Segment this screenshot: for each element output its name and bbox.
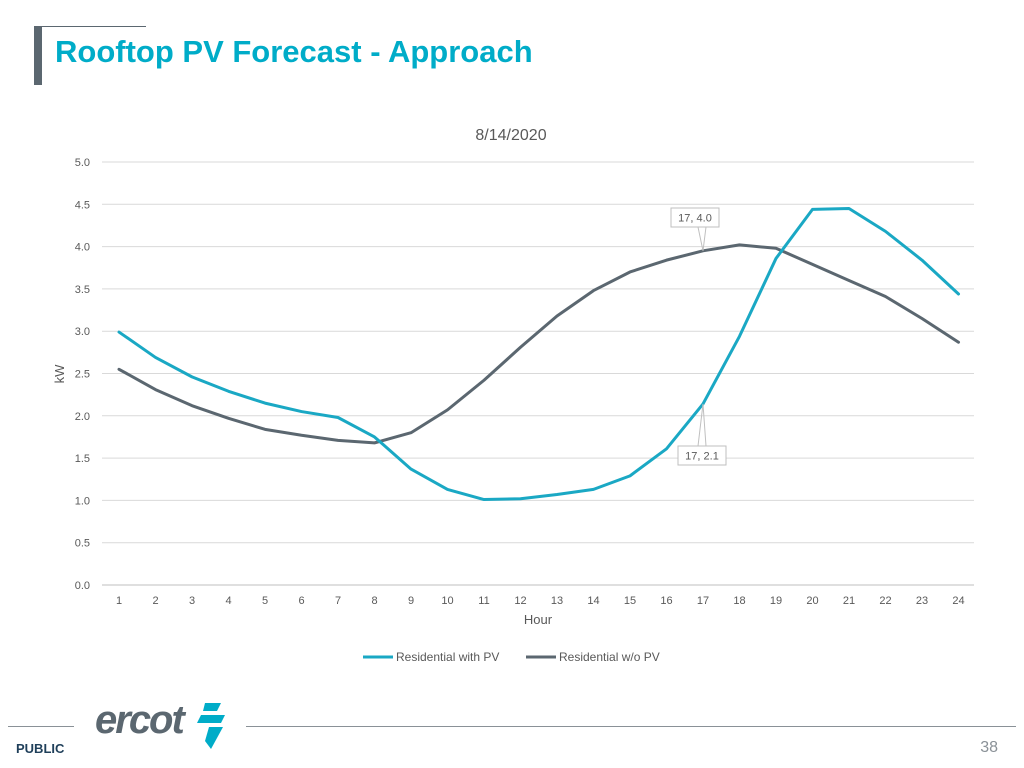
callout: 17, 4.0	[670, 207, 720, 251]
y-tick-label: 3.5	[75, 284, 90, 296]
x-tick-label: 13	[551, 595, 563, 607]
x-tick-label: 18	[733, 595, 745, 607]
y-tick-label: 0.0	[75, 580, 90, 592]
callout-label: 17, 2.1	[685, 451, 719, 463]
x-tick-label: 7	[335, 595, 341, 607]
y-tick-label: 4.5	[75, 199, 90, 211]
x-tick-label: 2	[152, 595, 158, 607]
grid-lines	[102, 161, 974, 586]
x-tick-label: 4	[225, 595, 231, 607]
y-axis-ticks: 0.0 0.5 1.0 1.5 2.0 2.5 3.0 3.5 4.0 4.5 5.0	[75, 157, 90, 592]
x-tick-label: 3	[189, 595, 195, 607]
x-tick-label: 20	[806, 595, 818, 607]
series-lines	[117, 207, 960, 502]
x-tick-label: 1	[116, 595, 122, 607]
x-axis-ticks: 1 2 3 4 5 6 7 8 9 10 11 12 13 14 15 16 17 18 19 20 21 22 23 24	[116, 595, 965, 607]
slide-title: Rooftop PV Forecast - Approach	[55, 34, 533, 69]
callout-label: 17, 4.0	[678, 213, 712, 225]
title-accent-bar	[34, 26, 42, 85]
x-tick-label: 6	[298, 595, 304, 607]
y-tick-label: 4.0	[75, 242, 90, 254]
callout-box	[677, 445, 727, 466]
y-tick-label: 5.0	[75, 157, 90, 169]
x-axis-label: Hour	[524, 612, 553, 627]
line-chart: 8/14/2020 0.0 0.5 1.0 1.5 2.0 2.5 3.0 3.5 4.0 4.5…	[52, 127, 974, 664]
x-tick-label: 17	[697, 595, 709, 607]
texas-star-icon	[197, 703, 225, 749]
x-tick-label: 11	[478, 595, 489, 607]
y-tick-label: 0.5	[75, 538, 90, 550]
y-tick-label: 2.0	[75, 411, 90, 423]
series-line-without-pv	[117, 243, 960, 445]
footer-divider-right	[246, 726, 1016, 727]
data-callouts: 17, 4.0 17, 2.1	[670, 207, 727, 466]
x-tick-label: 15	[624, 595, 636, 607]
callout: 17, 2.1	[677, 403, 727, 466]
x-tick-label: 22	[879, 595, 891, 607]
x-tick-label: 14	[587, 595, 599, 607]
callout-box	[670, 207, 720, 228]
x-tick-label: 10	[441, 595, 453, 607]
x-tick-label: 21	[843, 595, 855, 607]
y-tick-label: 1.5	[75, 453, 90, 465]
page-number: 38	[980, 739, 998, 756]
title-accent-line	[34, 26, 146, 27]
y-tick-label: 3.0	[75, 326, 90, 338]
x-tick-label: 8	[371, 595, 377, 607]
classification-label: PUBLIC	[16, 741, 65, 756]
ercot-logo: ercot	[95, 699, 225, 749]
legend-label-with-pv: Residential with PV	[396, 650, 499, 664]
y-tick-label: 2.5	[75, 369, 90, 381]
x-tick-label: 5	[262, 595, 268, 607]
x-tick-label: 9	[408, 595, 414, 607]
x-tick-label: 24	[952, 595, 964, 607]
chart-title: 8/14/2020	[475, 127, 546, 144]
x-tick-label: 16	[660, 595, 672, 607]
callout-pointer	[697, 226, 707, 251]
logo-wordmark: ercot	[95, 699, 186, 742]
x-tick-label: 23	[916, 595, 928, 607]
footer-divider-left	[8, 726, 74, 727]
callout-pointer	[697, 403, 707, 447]
legend-label-without-pv: Residential w/o PV	[559, 650, 660, 664]
legend: Residential with PV Residential w/o PV	[363, 650, 660, 664]
x-tick-label: 12	[514, 595, 526, 607]
y-tick-label: 1.0	[75, 495, 90, 507]
x-tick-label: 19	[770, 595, 782, 607]
y-axis-label: kW	[52, 364, 67, 384]
series-line-with-pv	[117, 207, 960, 502]
